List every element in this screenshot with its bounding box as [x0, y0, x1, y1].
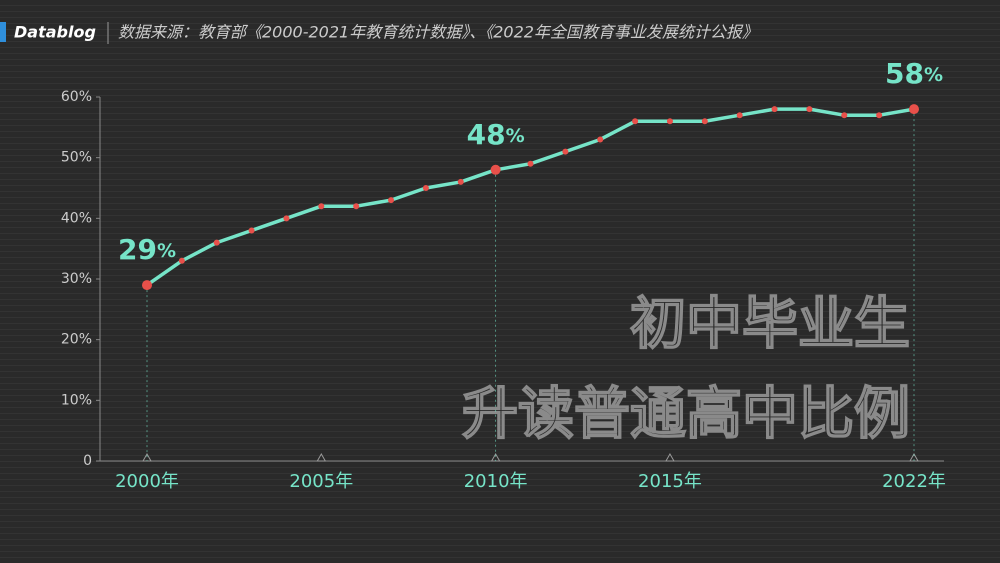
value-label: 48%	[467, 118, 525, 151]
data-point	[806, 106, 813, 113]
data-point	[701, 118, 708, 125]
chart-title: 升读普通高中比例	[462, 382, 910, 447]
data-point	[353, 203, 360, 210]
y-tick-label: 20%	[61, 332, 92, 348]
brand-bar	[0, 22, 6, 42]
y-tick-label: 10%	[61, 392, 92, 408]
data-point	[457, 178, 464, 185]
data-point	[562, 148, 569, 155]
brand: Datablog	[14, 23, 96, 42]
x-tick	[665, 452, 675, 462]
data-point	[422, 185, 429, 191]
y-tick-label: 30%	[61, 271, 92, 287]
data-point	[283, 215, 290, 222]
value-label: 58%	[885, 57, 943, 90]
source: 数据来源：教育部《2000-2021年教育统计数据》、《2022年全国教育事业发…	[118, 23, 758, 42]
x-tick	[316, 452, 327, 462]
chart-title: 初中毕业生	[630, 292, 910, 357]
data-point	[142, 280, 152, 291]
x-tick-label: 2010年	[464, 471, 528, 492]
y-tick-label: 0	[83, 453, 92, 469]
data-point	[666, 118, 673, 125]
y-tick-label: 50%	[61, 150, 92, 166]
data-point	[771, 106, 778, 113]
x-tick-label: 2000年	[115, 471, 179, 492]
data-point	[178, 257, 185, 264]
data-point	[909, 104, 919, 115]
y-tick-label: 40%	[61, 210, 92, 226]
data-point	[248, 227, 255, 234]
data-point	[597, 136, 604, 143]
data-point	[527, 160, 534, 167]
data-point	[490, 164, 501, 175]
data-point	[736, 112, 743, 119]
data-point	[841, 112, 848, 119]
data-point	[318, 203, 325, 210]
data-point	[213, 239, 220, 246]
data-point	[876, 112, 883, 119]
data-line	[146, 107, 915, 287]
data-point	[388, 197, 395, 204]
x-tick	[142, 452, 152, 462]
y-tick-label: 60%	[61, 89, 92, 105]
value-label: 29%	[118, 233, 176, 266]
x-tick-label: 2005年	[289, 471, 353, 492]
x-tick-label: 2022年	[882, 471, 946, 492]
x-tick-label: 2015年	[638, 471, 702, 492]
data-point	[632, 118, 639, 125]
